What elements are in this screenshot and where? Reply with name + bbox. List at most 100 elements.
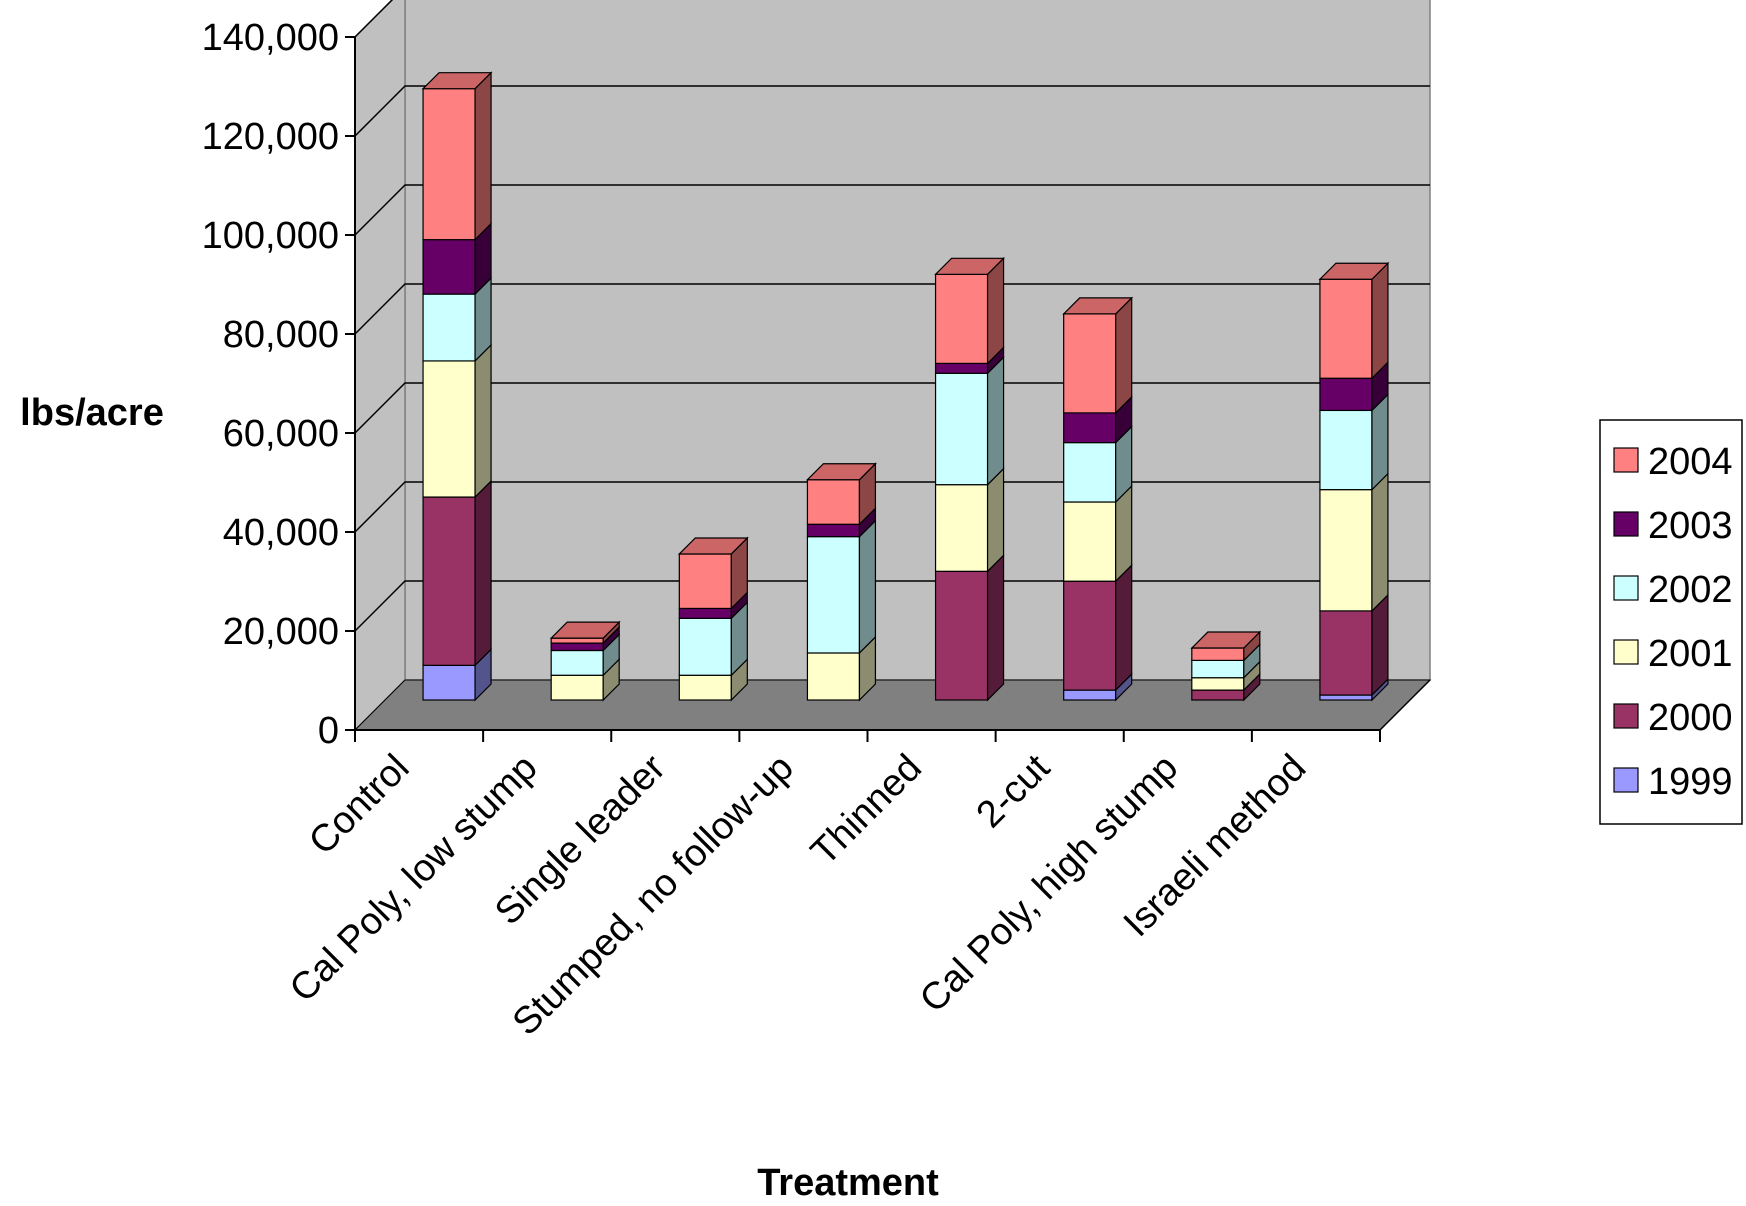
- bar-segment-side: [1371, 261, 1389, 380]
- bar-segment-side: [474, 343, 492, 499]
- bar-segment: [1319, 377, 1373, 412]
- bar-segment: [1319, 694, 1373, 701]
- x-category-label: Cal Poly, high stump: [912, 747, 1186, 1021]
- bar-segment: [1319, 610, 1373, 696]
- bar-segment-side: [1371, 593, 1389, 697]
- bar-segment: [1063, 442, 1117, 503]
- bar-segment: [678, 674, 732, 701]
- bar-stack: [549, 620, 621, 702]
- bar-segment: [1191, 659, 1245, 679]
- bar-top: [1062, 297, 1134, 315]
- bar-segment: [422, 293, 476, 362]
- side-wall: [354, 0, 406, 732]
- bar-segment-side: [1371, 472, 1389, 613]
- bar-segment: [550, 649, 604, 676]
- y-tick-label: 20,000: [223, 611, 339, 653]
- legend-swatch: [1613, 447, 1639, 473]
- bar-segment: [1191, 677, 1245, 691]
- legend-swatch: [1613, 511, 1639, 537]
- bar-stack: [677, 536, 749, 702]
- bar-stack: [1190, 630, 1262, 702]
- bar-segment: [934, 570, 989, 701]
- bar-top: [549, 621, 621, 639]
- bar-segment: [422, 496, 476, 666]
- bar-stack: [1318, 261, 1390, 702]
- bar-stack: [1062, 296, 1134, 702]
- y-tick-label: 0: [318, 710, 339, 752]
- bar-segment-side: [1115, 563, 1133, 692]
- bar-segment: [1191, 689, 1245, 701]
- x-category-label: Cal Poly, low stump: [282, 747, 546, 1011]
- bar-segment: [806, 536, 861, 654]
- bar-segment: [806, 479, 861, 525]
- plot-walls: [353, 0, 1432, 732]
- bar-segment-side: [986, 355, 1005, 487]
- bar-segment: [1063, 412, 1117, 444]
- bar-segment-side: [986, 553, 1005, 702]
- back-wall: [404, 0, 1431, 681]
- bar-stack: [934, 256, 1006, 702]
- x-axis-title: Treatment: [757, 1162, 939, 1204]
- gridline: [354, 0, 394, 38]
- bar-segment: [934, 362, 989, 374]
- gridline: [354, 184, 1430, 236]
- legend-entry: 2000: [1648, 697, 1733, 739]
- y-tick-label: 40,000: [223, 512, 339, 554]
- bar-segment: [550, 637, 604, 644]
- bar-segment: [422, 664, 476, 701]
- bar-stack: [805, 462, 877, 702]
- legend-entry: 2001: [1648, 633, 1733, 675]
- bar-segment: [422, 239, 476, 295]
- bar-top: [421, 72, 493, 90]
- bar-segment-side: [858, 519, 877, 655]
- y-tick-label: 80,000: [223, 314, 339, 356]
- bar-segment: [806, 652, 861, 701]
- bar-top: [1318, 262, 1390, 280]
- y-tick-label: 100,000: [202, 215, 339, 257]
- bar-segment: [934, 273, 989, 364]
- x-category-label: Control: [301, 747, 417, 863]
- bar-segment-side: [474, 71, 492, 242]
- bar-segment: [550, 674, 604, 701]
- legend-entry: 1999: [1648, 761, 1733, 803]
- bar-top: [1190, 631, 1262, 649]
- bar-segment: [1191, 647, 1245, 662]
- bar-segment: [678, 607, 732, 619]
- bar-segment-side: [986, 256, 1005, 365]
- bar-segment-side: [986, 467, 1005, 573]
- bar-segment: [1319, 409, 1373, 491]
- legend-entry: 2003: [1648, 505, 1733, 547]
- bar-segment: [1319, 278, 1373, 379]
- bar-segment: [934, 372, 989, 486]
- bar-segment: [934, 484, 989, 572]
- legend: 2004 2003 2002 2001 2000 1999: [1599, 419, 1743, 825]
- bar-segment: [550, 642, 604, 652]
- x-category-label: 2-cut: [969, 746, 1059, 836]
- bar-segment: [678, 553, 732, 610]
- y-tick-label: 140,000: [202, 17, 339, 59]
- y-axis: 0 20,000 40,000 60,000 80,000 100,000 120,000 1…: [202, 17, 356, 752]
- legend-entry: 2002: [1648, 569, 1733, 611]
- bar-segment: [1063, 689, 1117, 701]
- gridline: [354, 85, 1430, 137]
- legend-swatch: [1613, 575, 1639, 601]
- legend-swatch: [1613, 767, 1639, 793]
- x-axis-depth-edge: [1379, 679, 1431, 731]
- bar-stack: [421, 71, 493, 702]
- x-category-label: Thinned: [803, 747, 930, 874]
- legend-entry: 2004: [1648, 441, 1733, 483]
- bar-segment: [1319, 489, 1373, 612]
- bar-segment: [422, 360, 476, 498]
- bar-segment-side: [1115, 296, 1133, 415]
- bar-top: [805, 463, 877, 481]
- legend-swatch: [1613, 639, 1639, 665]
- bar-segment: [1063, 313, 1117, 414]
- legend-swatch: [1613, 703, 1639, 729]
- bar-top: [677, 537, 749, 555]
- y-tick-label: 120,000: [202, 116, 339, 158]
- legend-box: [1599, 419, 1743, 825]
- floor: [353, 679, 1432, 731]
- bar-segment: [1063, 501, 1117, 582]
